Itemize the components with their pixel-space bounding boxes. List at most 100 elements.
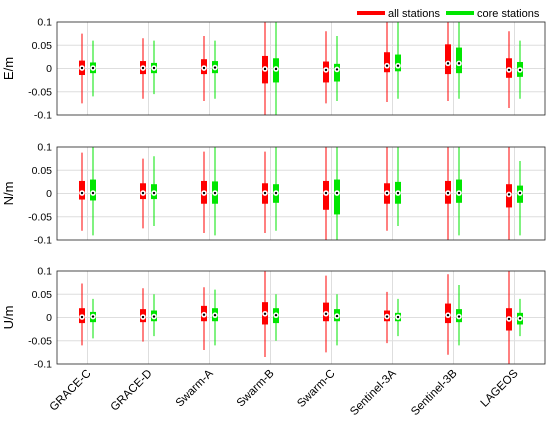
box-core-grace-c <box>90 40 96 97</box>
category-label: Sentinel-3A <box>348 367 399 418</box>
y-tick-label: 0.05 <box>32 40 53 52</box>
y-tick-label: -0.05 <box>28 86 52 98</box>
median-dot <box>335 191 339 195</box>
y-tick-label: 0.1 <box>37 17 52 29</box>
y-tick-label: 0 <box>46 63 52 75</box>
median-dot <box>213 191 217 195</box>
box-all-swarm-c <box>323 275 329 353</box>
median-dot <box>324 191 328 195</box>
median-dot <box>263 67 267 71</box>
box-core-swarm-a <box>212 289 218 346</box>
box-all-grace-d <box>140 38 146 99</box>
median-dot <box>202 313 206 316</box>
category-label: Swarm-B <box>235 367 277 409</box>
box-all-grace-c <box>79 152 85 231</box>
box-all-sentinel-3a <box>384 22 390 102</box>
box-all-swarm-b <box>262 22 268 115</box>
median-dot <box>91 315 95 318</box>
box-core-grace-c <box>90 147 96 236</box>
box-core-lageos <box>517 160 523 236</box>
box-core-swarm-c <box>334 294 340 346</box>
box-core-sentinel-3a <box>395 147 401 227</box>
box-core-sentinel-3a <box>395 298 401 337</box>
median-dot <box>141 315 145 319</box>
box-all-lageos <box>506 147 512 240</box>
y-tick-label: -0.05 <box>28 211 52 223</box>
box-all-grace-d <box>140 288 146 342</box>
panel-e-m: 0.1 0.05 0 -0.05 -0.1 E/m <box>1 17 546 122</box>
y-axis-label: E/m <box>1 57 16 80</box>
median-dot <box>263 312 267 315</box>
median-dot <box>80 191 84 195</box>
box-all-swarm-a <box>201 151 207 234</box>
box-all-swarm-b <box>262 271 268 358</box>
median-dot <box>457 62 461 65</box>
median-dot <box>80 66 84 70</box>
box-iqr <box>445 44 451 75</box>
median-dot <box>263 191 267 195</box>
box-all-swarm-c <box>323 31 329 104</box>
box-core-swarm-b <box>273 147 279 231</box>
y-tick-label: 0.1 <box>37 142 52 154</box>
median-dot <box>385 315 389 318</box>
category-label: Swarm-A <box>174 367 216 409</box>
box-core-swarm-c <box>334 147 340 240</box>
median-dot <box>324 68 328 72</box>
box-core-swarm-a <box>212 40 218 99</box>
box-iqr <box>334 179 340 215</box>
y-tick-label: 0 <box>46 188 52 200</box>
median-dot <box>152 315 156 318</box>
y-tick-label: 0.1 <box>37 266 52 278</box>
chart-panels: 0.1 0.05 0 -0.05 -0.1 E/m 0.1 0.05 0 -0.05 -0.1 N/m… <box>1 17 546 371</box>
median-dot <box>335 68 339 71</box>
box-all-swarm-a <box>201 35 207 102</box>
box-core-sentinel-3a <box>395 22 401 99</box>
category-labels: GRACE-C GRACE-D Swarm-A Swarm-B Swarm-C Senti… <box>48 367 521 418</box>
median-dot <box>446 62 450 65</box>
legend: all stations core stations <box>357 8 540 20</box>
axes-frame <box>56 270 546 365</box>
legend-all-stations-label: all stations <box>388 8 440 20</box>
box-all-sentinel-3b <box>445 147 451 240</box>
median-dot <box>213 313 217 317</box>
y-axis-label: N/m <box>1 182 16 206</box>
box-iqr <box>456 47 462 74</box>
median-dot <box>518 68 522 72</box>
category-label: LAGEOS <box>479 367 521 409</box>
box-all-swarm-c <box>323 147 329 240</box>
y-tick-label: 0.05 <box>32 289 53 301</box>
legend-core-stations-label: core stations <box>477 8 540 20</box>
median-dot <box>152 191 156 195</box>
box-all-swarm-b <box>262 151 268 234</box>
box-all-sentinel-3a <box>384 291 390 344</box>
box-core-sentinel-3b <box>456 284 462 346</box>
box-all-sentinel-3a <box>384 147 390 231</box>
median-dot <box>396 315 400 319</box>
axes-frame <box>56 21 546 116</box>
median-dot <box>80 315 84 319</box>
box-core-sentinel-3b <box>456 22 462 99</box>
y-tick-label: 0 <box>46 312 52 324</box>
median-dot <box>274 313 278 317</box>
median-dot <box>396 191 400 195</box>
box-core-grace-d <box>151 40 157 95</box>
median-dot <box>396 64 400 67</box>
box-all-grace-d <box>140 158 146 229</box>
box-core-grace-c <box>90 298 96 339</box>
box-all-lageos <box>506 31 512 109</box>
median-dot <box>274 67 278 71</box>
box-all-grace-c <box>79 283 85 346</box>
category-label: Swarm-C <box>295 368 337 410</box>
median-dot <box>202 191 206 195</box>
category-label: GRACE-C <box>48 368 94 414</box>
y-tick-label: -0.05 <box>28 335 52 347</box>
category-label: Sentinel-3B <box>409 367 460 418</box>
median-dot <box>385 64 389 67</box>
box-all-lageos <box>506 271 512 364</box>
median-dot <box>202 66 206 70</box>
median-dot <box>457 315 461 318</box>
box-all-grace-c <box>79 33 85 104</box>
box-core-sentinel-3b <box>456 147 462 236</box>
median-dot <box>324 312 328 315</box>
box-core-lageos <box>517 298 523 337</box>
